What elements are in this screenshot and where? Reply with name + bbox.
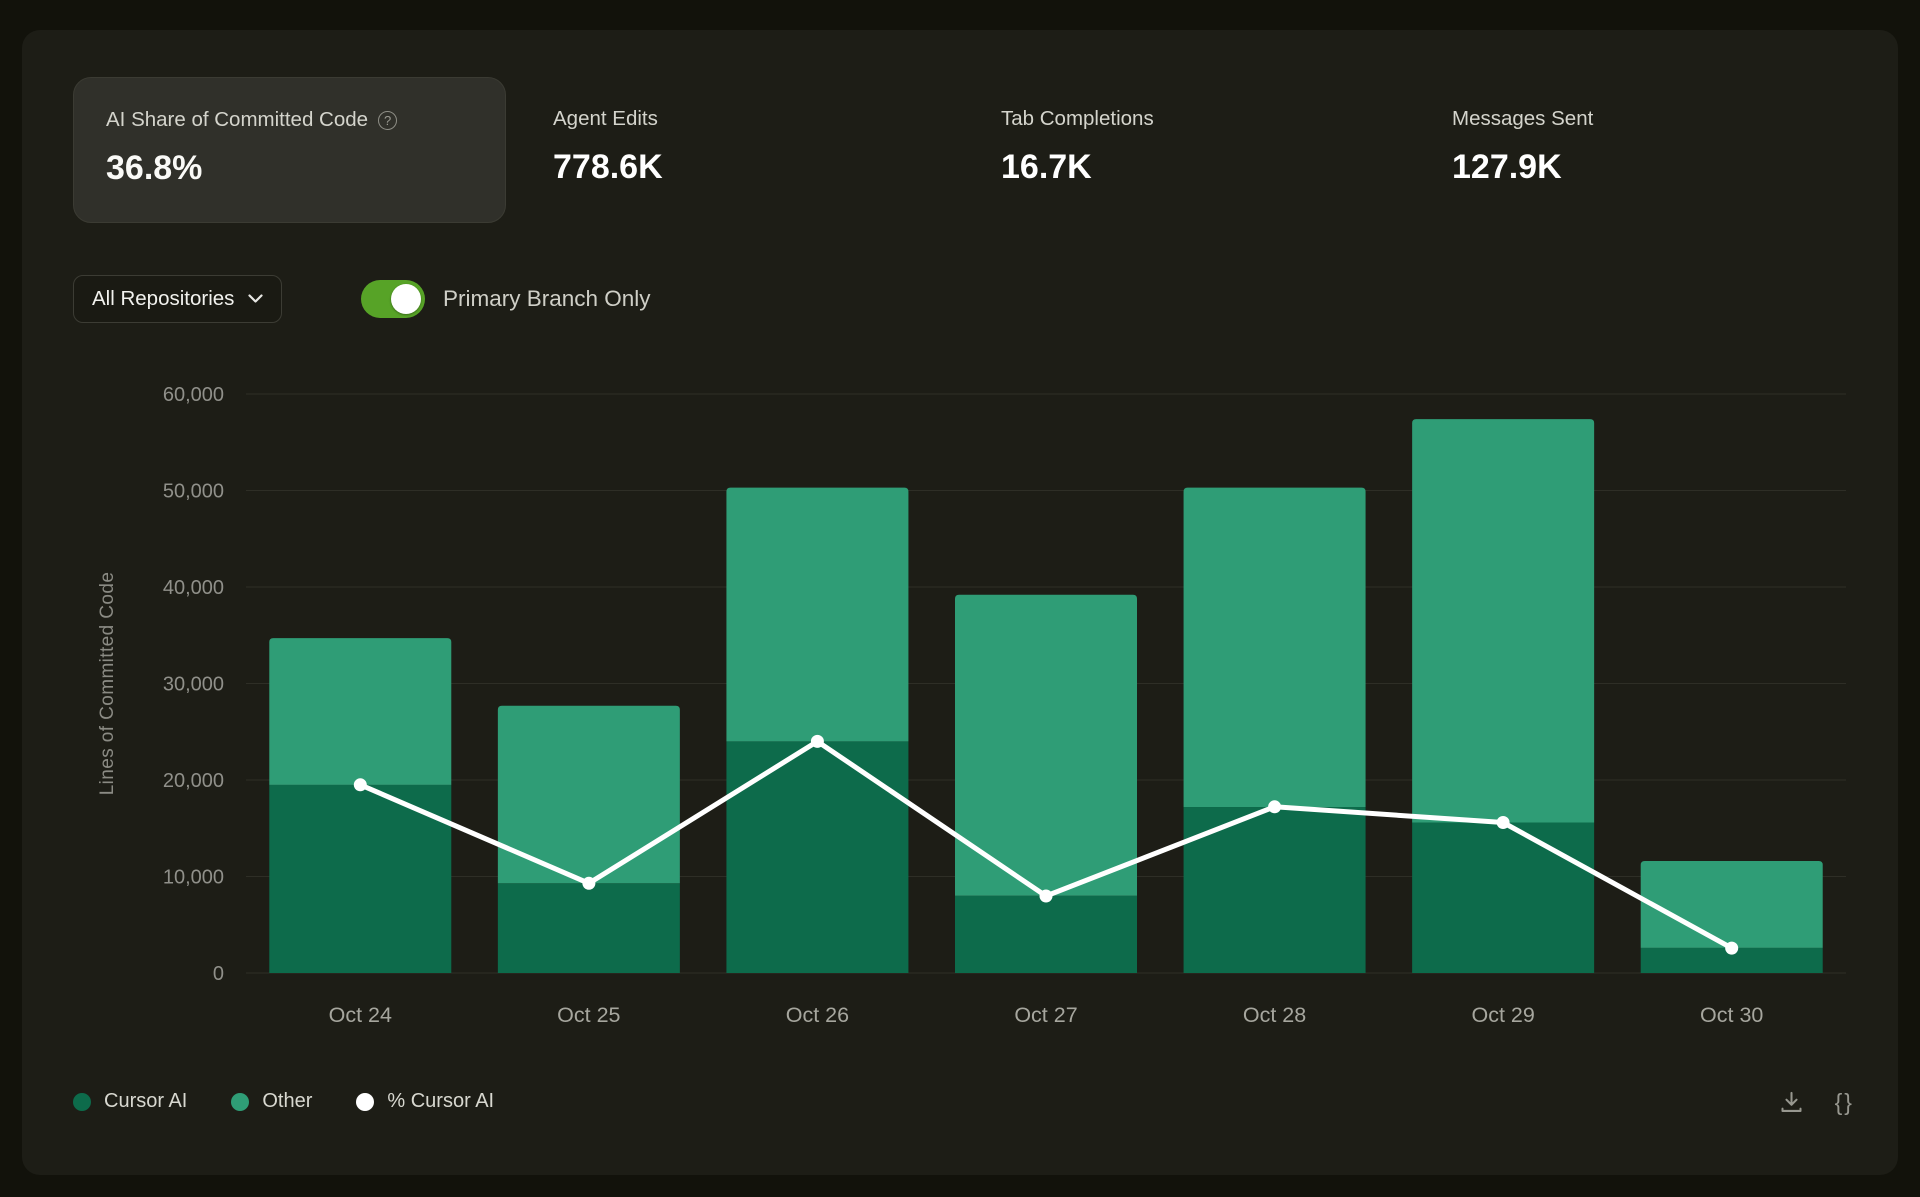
metric-card-ai-share[interactable]: AI Share of Committed Code 36.8% xyxy=(73,77,506,223)
pct-cursor-ai-point[interactable] xyxy=(810,734,824,748)
bar-segment-other[interactable] xyxy=(269,638,452,785)
repository-filter-label: All Repositories xyxy=(92,287,235,310)
legend-dot-other xyxy=(231,1092,250,1111)
x-tick-label: Oct 24 xyxy=(329,1003,392,1027)
y-tick-label: 50,000 xyxy=(163,481,224,503)
metric-value: 127.9K xyxy=(1452,148,1562,186)
y-tick-label: 60,000 xyxy=(163,384,224,406)
legend-label: % Cursor AI xyxy=(387,1090,495,1112)
export-actions: {} xyxy=(1778,1080,1854,1124)
metric-card-tab-completions[interactable]: Tab Completions 16.7K xyxy=(1001,107,1154,187)
pct-cursor-ai-point[interactable] xyxy=(1725,941,1739,955)
analytics-panel: 0 10,000 20,000 30,000 40,000 50,000 60,000 Lin… xyxy=(22,30,1898,1175)
y-tick-label: 30,000 xyxy=(163,674,224,696)
legend-item-pct-cursor-ai[interactable]: % Cursor AI xyxy=(356,1090,494,1113)
legend-dot-pct-cursor-ai xyxy=(356,1092,375,1111)
bar-segment-cursor-ai[interactable] xyxy=(497,883,680,973)
metric-label: AI Share of Committed Code xyxy=(106,108,369,131)
chevron-down-icon xyxy=(248,294,264,303)
bar-segment-cursor-ai[interactable] xyxy=(955,895,1137,973)
pct-cursor-ai-point[interactable] xyxy=(1496,816,1510,829)
x-tick-label: Oct 28 xyxy=(1243,1003,1306,1027)
x-tick-label: Oct 29 xyxy=(1471,1003,1534,1027)
help-icon[interactable] xyxy=(378,110,398,130)
bar-segment-cursor-ai[interactable] xyxy=(269,784,452,973)
bar-segment-cursor-ai[interactable] xyxy=(726,741,909,973)
pct-cursor-ai-point[interactable] xyxy=(1268,800,1282,814)
metric-label: Tab Completions xyxy=(1001,107,1154,130)
stacked-bar-chart: 0 10,000 20,000 30,000 40,000 50,000 60,000 Lin… xyxy=(97,384,1846,1027)
metric-label-row: Tab Completions xyxy=(1001,107,1154,131)
legend-item-cursor-ai[interactable]: Cursor AI xyxy=(73,1090,187,1113)
pct-cursor-ai-point[interactable] xyxy=(582,876,596,890)
metric-label-row: AI Share of Committed Code xyxy=(106,108,473,132)
json-export-icon[interactable]: {} xyxy=(1834,1088,1854,1115)
metric-label-row: Agent Edits xyxy=(553,107,663,131)
metric-card-messages-sent[interactable]: Messages Sent 127.9K xyxy=(1452,107,1593,187)
x-tick-label: Oct 25 xyxy=(557,1003,620,1027)
metric-label-row: Messages Sent xyxy=(1452,107,1593,131)
y-tick-label: 20,000 xyxy=(163,770,224,792)
metric-label: Messages Sent xyxy=(1452,107,1594,130)
bar-segment-other[interactable] xyxy=(497,705,680,884)
y-axis-title: Lines of Committed Code xyxy=(97,572,118,796)
metric-value: 36.8% xyxy=(106,149,203,187)
bar-segment-other[interactable] xyxy=(955,594,1137,896)
x-tick-label: Oct 27 xyxy=(1014,1003,1077,1027)
x-tick-label: Oct 26 xyxy=(786,1003,849,1027)
legend-item-other[interactable]: Other xyxy=(231,1090,312,1113)
metric-value: 16.7K xyxy=(1001,148,1092,186)
y-tick-label: 10,000 xyxy=(163,867,224,889)
pct-cursor-ai-point[interactable] xyxy=(353,778,367,792)
bar-segment-other[interactable] xyxy=(1640,861,1823,948)
download-icon[interactable] xyxy=(1778,1089,1805,1116)
repository-filter-dropdown[interactable]: All Repositories xyxy=(73,275,283,323)
chart-legend: Cursor AI Other % Cursor AI xyxy=(73,1090,494,1113)
bar-segment-other[interactable] xyxy=(1183,487,1366,808)
metric-card-agent-edits[interactable]: Agent Edits 778.6K xyxy=(553,107,663,187)
pct-cursor-ai-point[interactable] xyxy=(1039,889,1053,903)
y-tick-label: 0 xyxy=(213,963,224,985)
primary-branch-toggle-label: Primary Branch Only xyxy=(443,286,651,311)
y-tick-label: 40,000 xyxy=(163,577,224,599)
primary-branch-toggle[interactable] xyxy=(361,280,425,318)
legend-label: Other xyxy=(262,1090,313,1112)
x-tick-label: Oct 30 xyxy=(1700,1003,1763,1027)
bar-segment-other[interactable] xyxy=(726,487,909,742)
legend-dot-cursor-ai xyxy=(73,1092,91,1111)
metric-label: Agent Edits xyxy=(553,107,658,130)
toggle-knob xyxy=(391,284,421,314)
legend-label: Cursor AI xyxy=(104,1090,188,1112)
metric-value: 778.6K xyxy=(553,148,663,186)
bar-segment-other[interactable] xyxy=(1412,419,1595,823)
bar-segment-cursor-ai[interactable] xyxy=(1183,807,1366,973)
bar-segment-cursor-ai[interactable] xyxy=(1412,822,1595,973)
